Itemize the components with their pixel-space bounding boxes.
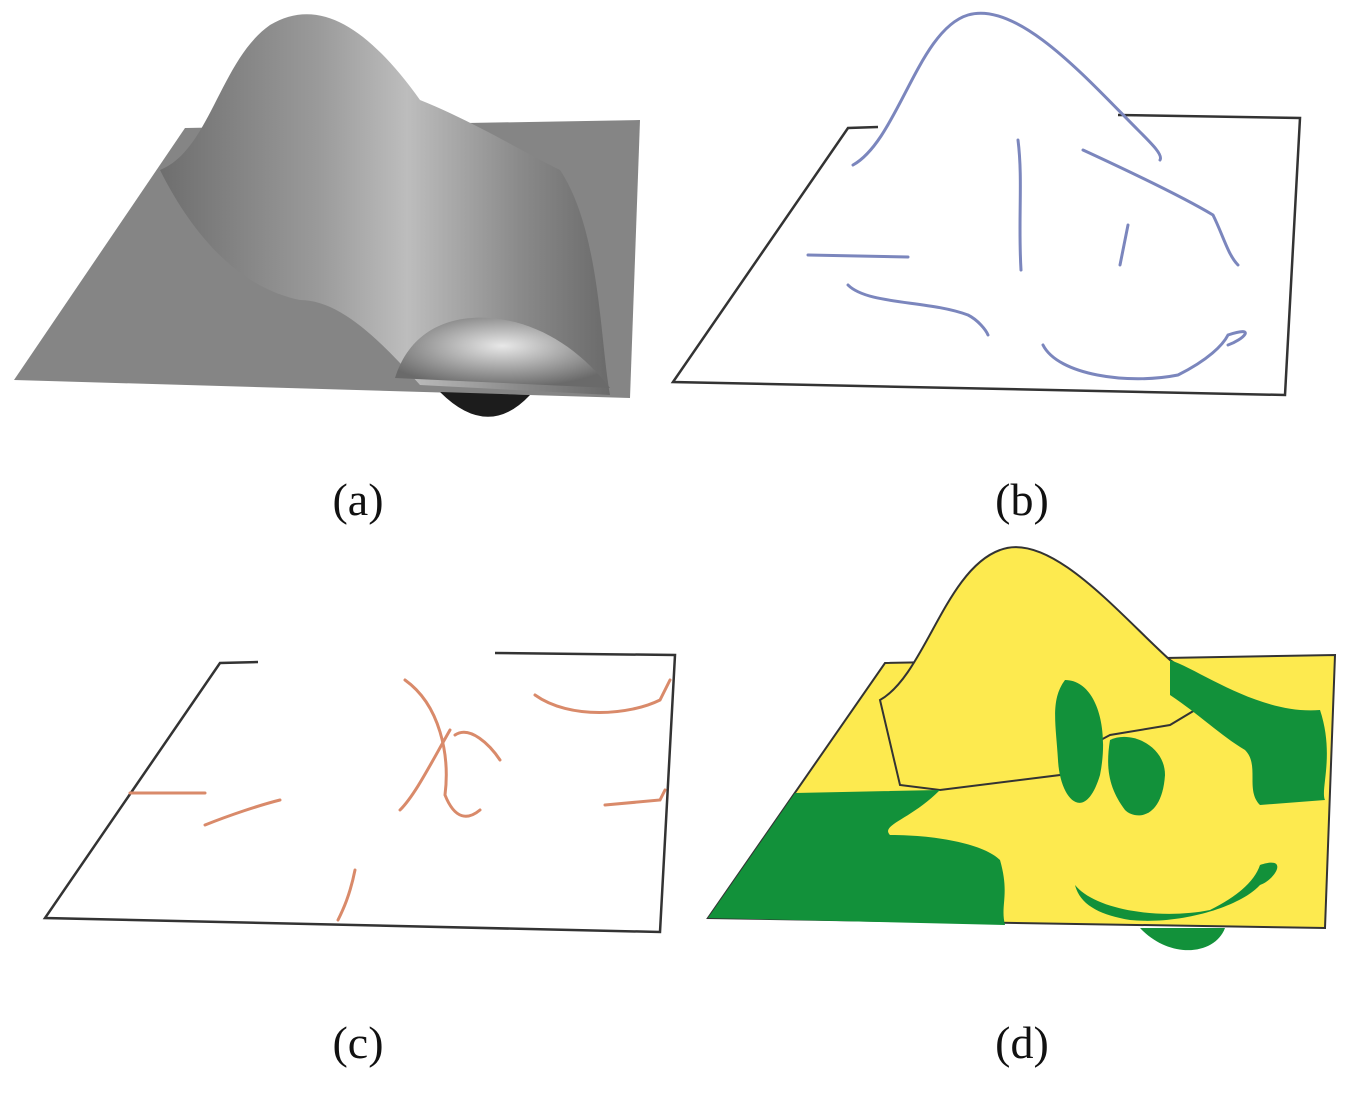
ridge-line: [846, 283, 990, 337]
caption-a: (a): [332, 474, 384, 525]
segmented-regions-drawing: [706, 546, 1337, 951]
valley-line: [398, 728, 452, 812]
valley-line: [336, 868, 357, 922]
valley-line: [533, 678, 672, 714]
plane-outline: [670, 113, 1302, 397]
ridge-line: [1081, 148, 1240, 267]
valley-line: [603, 788, 667, 807]
concave-region: [1055, 680, 1104, 803]
caption-b: (b): [995, 474, 1049, 525]
ridge-line: [1041, 330, 1247, 381]
valley-line: [403, 678, 482, 818]
concave-region: [1140, 928, 1225, 951]
valley-line: [453, 730, 502, 762]
concave-region: [1108, 736, 1165, 816]
pit-underside: [440, 392, 530, 417]
ridge-line: [1016, 138, 1023, 272]
panel-b: [668, 0, 1318, 450]
ridge-line: [851, 11, 1162, 167]
caption-d: (d): [995, 1017, 1049, 1068]
valley-line: [203, 798, 282, 827]
panel-a: [0, 0, 660, 450]
concave-region: [708, 790, 1005, 925]
panel-d: [700, 535, 1350, 975]
panel-c: [30, 535, 690, 995]
pit-bowl: [395, 317, 610, 388]
ridge-line: [806, 253, 910, 259]
caption-c: (c): [332, 1017, 384, 1068]
concave-region: [1170, 660, 1327, 805]
valley-lines-drawing: [42, 651, 677, 934]
ridge-line: [1118, 223, 1130, 267]
shaded-surface: [14, 14, 640, 417]
ridge-lines-drawing: [670, 11, 1302, 397]
plane-outline: [42, 651, 677, 934]
peak-mound: [160, 14, 610, 396]
